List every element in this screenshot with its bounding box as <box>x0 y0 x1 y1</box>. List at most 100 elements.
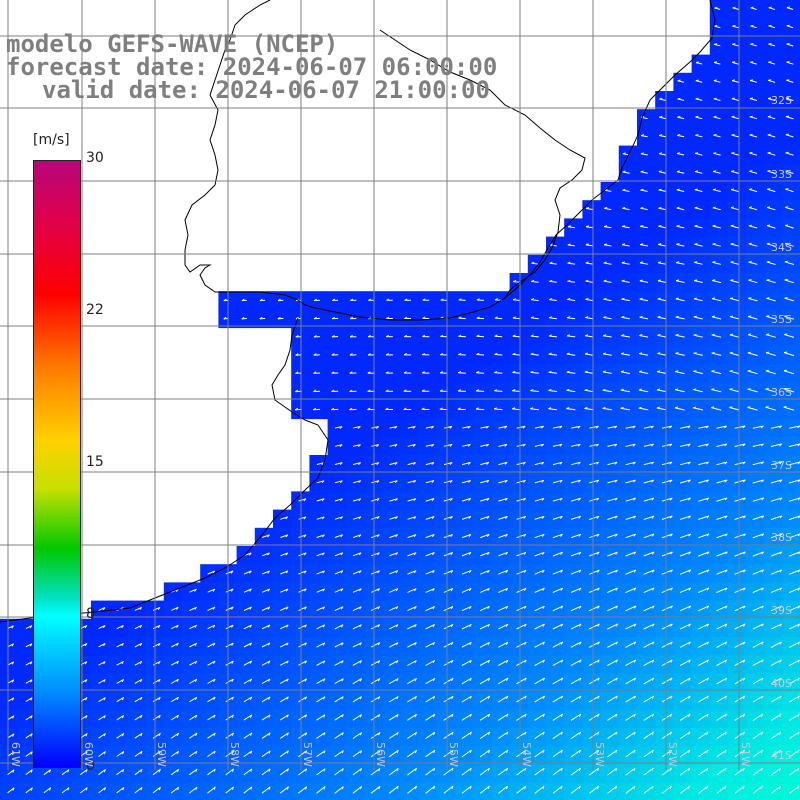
wind-arrow-head <box>494 352 498 355</box>
wind-arrow <box>334 768 344 776</box>
wind-arrow-head <box>724 569 728 573</box>
wind-arrow-head <box>549 279 553 282</box>
wind-arrow-head <box>102 607 106 611</box>
wind-arrow-head <box>414 624 417 628</box>
wind-arrow-head <box>651 659 655 663</box>
wind-arrow <box>516 713 527 721</box>
wind-arrow <box>661 677 673 685</box>
wind-arrow-head <box>103 643 106 647</box>
wind-arrow <box>552 623 564 630</box>
wind-arrow-head <box>385 407 389 410</box>
wind-arrow-head <box>784 297 788 299</box>
wind-arrow <box>566 408 576 411</box>
wind-arrow <box>768 43 776 47</box>
wind-arrow-head <box>359 750 363 754</box>
wind-arrow-head <box>102 625 106 629</box>
wind-arrow-head <box>760 713 764 717</box>
wind-arrow-head <box>542 569 545 573</box>
wind-arrow <box>79 787 88 794</box>
wind-arrow-head <box>688 605 692 609</box>
wind-arrow <box>767 152 776 156</box>
wind-arrow-head <box>396 696 399 700</box>
wind-arrow <box>512 317 521 320</box>
wind-arrow-head <box>706 695 709 699</box>
wind-arrow <box>694 189 703 192</box>
wind-arrow <box>443 713 454 721</box>
wind-arrow-head <box>213 732 216 736</box>
wind-arrow <box>225 714 234 721</box>
wind-arrow <box>675 352 685 356</box>
wind-arrow-head <box>731 115 735 118</box>
wind-arrow-head <box>779 569 783 573</box>
wind-arrow-head <box>761 461 764 465</box>
wind-arrow <box>425 462 435 466</box>
wind-arrow <box>279 768 289 776</box>
wind-arrow <box>389 570 398 575</box>
wind-arrow <box>498 641 509 648</box>
wind-arrow-head <box>414 606 417 610</box>
wind-arrow <box>479 731 490 740</box>
wind-arrow-head <box>231 624 234 628</box>
wind-arrow-head <box>414 750 418 754</box>
wind-arrow <box>370 785 381 794</box>
wind-arrow-head <box>724 533 728 537</box>
wind-arrow-head <box>687 479 691 483</box>
wind-arrow <box>7 643 14 648</box>
wind-arrow <box>534 551 545 557</box>
wind-arrow-head <box>395 552 399 556</box>
wind-arrow-head <box>676 152 681 154</box>
colorbar <box>33 160 81 768</box>
wind-arrow <box>789 533 800 539</box>
wind-arrow <box>698 659 709 667</box>
wind-arrow <box>443 480 453 484</box>
wind-arrow <box>747 352 758 356</box>
wind-arrow <box>388 678 399 685</box>
wind-arrow <box>461 551 472 557</box>
wind-arrow <box>353 444 361 447</box>
wind-arrow-head <box>458 334 462 337</box>
wind-arrow <box>80 733 88 739</box>
wind-arrow <box>748 316 758 320</box>
wind-arrow-head <box>67 787 70 791</box>
wind-arrow-head <box>693 370 697 372</box>
wind-arrow-head <box>578 767 581 772</box>
wind-arrow <box>603 244 612 247</box>
wind-arrow-head <box>748 206 753 209</box>
wind-arrow-head <box>615 551 618 555</box>
wind-arrow-head <box>524 677 527 681</box>
wind-arrow <box>207 732 216 739</box>
wind-arrow <box>116 787 125 794</box>
wind-arrow <box>425 606 435 612</box>
wind-arrow <box>771 749 782 758</box>
wind-arrow-head <box>304 624 307 628</box>
wind-arrow-head <box>195 786 198 791</box>
wind-arrow <box>316 624 326 630</box>
wind-arrow-head <box>476 352 480 355</box>
wind-arrow <box>607 497 618 502</box>
wind-arrow-head <box>542 605 545 609</box>
wind-arrow <box>225 678 234 684</box>
wind-arrow-head <box>730 242 734 245</box>
wind-arrow-head <box>633 551 637 555</box>
wind-arrow <box>770 515 783 521</box>
wind-arrow <box>80 661 88 666</box>
wind-arrow-head <box>176 696 180 701</box>
wind-arrow <box>352 642 362 648</box>
wind-arrow <box>676 243 685 247</box>
wind-arrow <box>279 678 289 685</box>
wind-arrow <box>785 170 794 174</box>
wind-arrow <box>443 767 454 776</box>
wind-arrow <box>698 785 709 794</box>
wind-arrow-head <box>633 749 636 754</box>
wind-arrow <box>134 768 143 776</box>
wind-arrow <box>625 587 637 594</box>
wind-arrow-head <box>542 659 546 663</box>
wind-arrow <box>661 551 673 557</box>
wind-arrow-head <box>304 588 307 592</box>
wind-arrow-head <box>779 713 782 717</box>
wind-arrow-head <box>585 279 589 282</box>
wind-arrow <box>716 767 727 776</box>
wind-arrow-head <box>467 426 471 429</box>
wind-arrow <box>298 498 307 502</box>
wind-arrow-head <box>523 587 527 591</box>
